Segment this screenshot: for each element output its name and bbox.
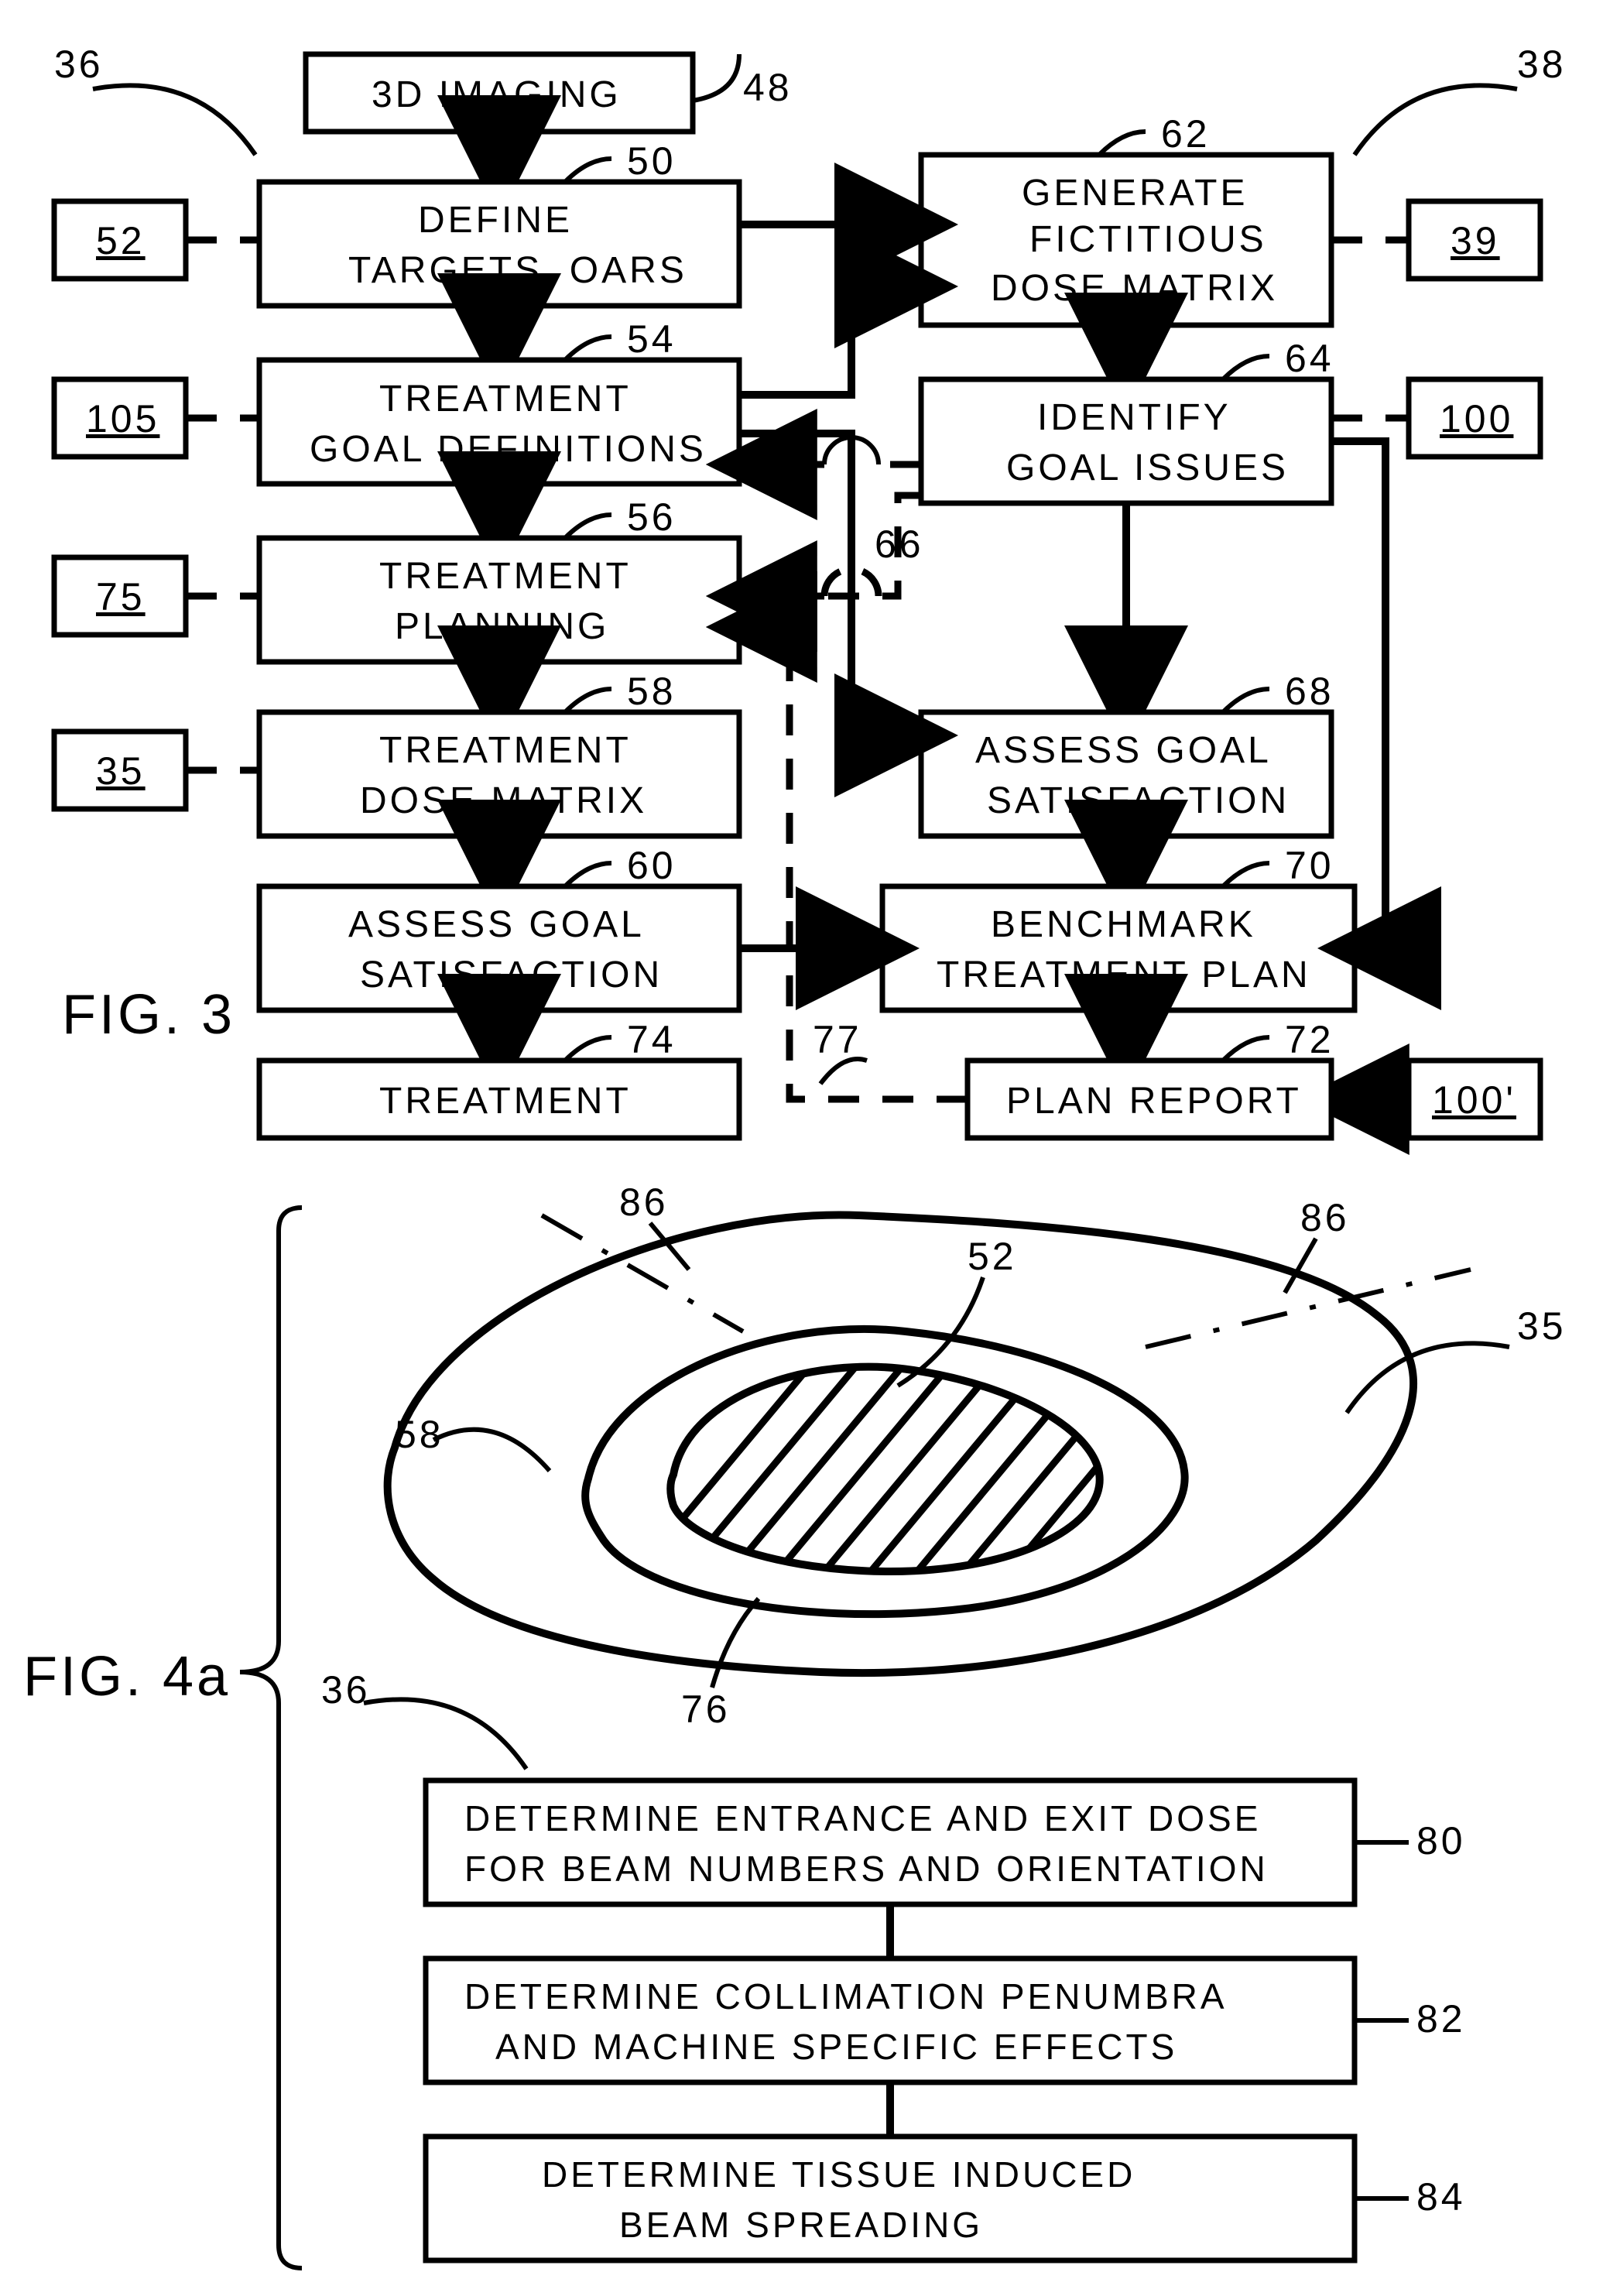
svg-text:TARGETS, OARS: TARGETS, OARS (348, 250, 687, 291)
ref-arrow-36 (93, 85, 255, 155)
num-66: 66 (875, 523, 924, 566)
num-72: 72 (1285, 1018, 1334, 1061)
svg-text:75: 75 (96, 575, 146, 619)
ref-38-label: 38 (1517, 43, 1567, 86)
svg-text:DETERMINE COLLIMATION PENUMBRA: DETERMINE COLLIMATION PENUMBRA (464, 1976, 1228, 2017)
arrow-64-70 (1331, 441, 1385, 948)
ref-100p-box: 100' (1409, 1061, 1540, 1138)
num-86a: 86 (619, 1181, 669, 1224)
ref-arrow-38 (1355, 85, 1517, 155)
svg-text:39: 39 (1451, 219, 1500, 262)
svg-text:DETERMINE ENTRANCE AND EXIT DO: DETERMINE ENTRANCE AND EXIT DOSE (464, 1798, 1261, 1839)
ref-39-box: 39 (1409, 201, 1540, 279)
svg-text:PLAN REPORT: PLAN REPORT (1006, 1081, 1302, 1122)
num-54: 54 (627, 317, 676, 361)
svg-text:FOR BEAM NUMBERS AND ORIENTAT: FOR BEAM NUMBERS AND ORIENTATION (464, 1849, 1269, 1889)
box-60: ASSESS GOAL SATISFACTION (259, 886, 739, 1010)
ref-75-box: 75 (54, 557, 186, 635)
arrow-54-62 (739, 286, 921, 395)
svg-text:52: 52 (96, 219, 146, 262)
svg-text:35: 35 (96, 749, 146, 793)
svg-text:BENCHMARK: BENCHMARK (991, 904, 1256, 945)
box-48: 3D IMAGING (306, 54, 693, 132)
fig4-label: FIG. 4a (23, 1646, 231, 1708)
svg-text:ASSESS GOAL: ASSESS GOAL (348, 904, 645, 945)
ref-35-box: 35 (54, 732, 186, 809)
box-64: IDENTIFY GOAL ISSUES (921, 379, 1331, 503)
svg-text:GENERATE: GENERATE (1022, 173, 1248, 214)
svg-text:TREATMENT PLAN: TREATMENT PLAN (937, 954, 1311, 996)
num-84: 84 (1416, 2175, 1466, 2219)
fig4-num-52: 52 (968, 1235, 1017, 1278)
box-74: TREATMENT (259, 1061, 739, 1138)
num-62: 62 (1161, 112, 1211, 156)
num-56: 56 (627, 495, 676, 539)
num-77: 77 (813, 1018, 862, 1061)
ref-36-label: 36 (54, 43, 104, 86)
svg-text:GOAL DEFINITIONS: GOAL DEFINITIONS (310, 429, 707, 470)
box-80: DETERMINE ENTRANCE AND EXIT DOSE FOR BEA… (426, 1780, 1355, 1904)
svg-text:BEAM SPREADING: BEAM SPREADING (619, 2205, 983, 2245)
ref-105-box: 105 (54, 379, 186, 457)
svg-text:SATISFACTION: SATISFACTION (987, 780, 1290, 821)
svg-text:100: 100 (1440, 397, 1513, 440)
num-50: 50 (627, 139, 676, 183)
box-50: DEFINE TARGETS, OARS (259, 182, 739, 306)
box-82: DETERMINE COLLIMATION PENUMBRA AND MACHI… (426, 1958, 1355, 2082)
num-86b: 86 (1300, 1196, 1350, 1239)
num-60: 60 (627, 844, 676, 887)
box-58: TREATMENT DOSE MATRIX (259, 712, 739, 836)
num-48: 48 (743, 66, 793, 109)
svg-text:TREATMENT: TREATMENT (379, 379, 632, 420)
svg-text:ASSESS GOAL: ASSESS GOAL (975, 730, 1272, 771)
num-70: 70 (1285, 844, 1334, 887)
box-70: BENCHMARK TREATMENT PLAN (882, 886, 1355, 1010)
box-54: TREATMENT GOAL DEFINITIONS (259, 360, 739, 484)
svg-text:DOSE MATRIX: DOSE MATRIX (360, 780, 647, 821)
fig4-drawing (388, 1215, 1471, 1673)
fig3-label: FIG. 3 (62, 984, 235, 1046)
fig4-num-36: 36 (321, 1668, 371, 1712)
num-58: 58 (627, 670, 676, 713)
svg-text:AND MACHINE SPECIFIC EFFECTS: AND MACHINE SPECIFIC EFFECTS (495, 2027, 1177, 2067)
svg-text:SATISFACTION: SATISFACTION (360, 954, 663, 996)
box-56: TREATMENT PLANNING (259, 538, 739, 662)
svg-text:DETERMINE TISSUE INDUCED: DETERMINE TISSUE INDUCED (542, 2154, 1135, 2195)
svg-text:TREATMENT: TREATMENT (379, 730, 632, 771)
num-74: 74 (627, 1018, 676, 1061)
svg-text:105: 105 (86, 397, 159, 440)
box-68: ASSESS GOAL SATISFACTION (921, 712, 1331, 836)
brace (240, 1208, 302, 2268)
num-80: 80 (1416, 1819, 1466, 1863)
fig4-num-35: 35 (1517, 1304, 1567, 1348)
svg-text:FICTITIOUS: FICTITIOUS (1029, 219, 1267, 260)
svg-text:TREATMENT: TREATMENT (379, 1081, 632, 1122)
box-84: DETERMINE TISSUE INDUCED BEAM SPREADING (426, 2137, 1355, 2260)
fig4-num-76: 76 (681, 1688, 731, 1731)
svg-text:100': 100' (1432, 1078, 1516, 1122)
num-64: 64 (1285, 337, 1334, 380)
num-82: 82 (1416, 1997, 1466, 2041)
box-62: GENERATE FICTITIOUS DOSE MATRIX (921, 155, 1331, 325)
svg-text:IDENTIFY: IDENTIFY (1037, 397, 1231, 438)
svg-text:3D IMAGING: 3D IMAGING (372, 74, 622, 115)
box-72: PLAN REPORT (968, 1061, 1331, 1138)
svg-text:PLANNING: PLANNING (395, 606, 609, 647)
svg-text:DOSE MATRIX: DOSE MATRIX (991, 268, 1278, 309)
svg-text:GOAL ISSUES: GOAL ISSUES (1006, 447, 1289, 488)
fig4-num-58: 58 (395, 1413, 444, 1456)
num-68: 68 (1285, 670, 1334, 713)
ref-52-box: 52 (54, 201, 186, 279)
svg-text:DEFINE: DEFINE (418, 200, 573, 241)
svg-text:TREATMENT: TREATMENT (379, 556, 632, 597)
ref-100-box: 100 (1409, 379, 1540, 457)
diagram-canvas: 36 38 52 105 75 35 39 100 100' 3D IMAGI (0, 0, 1603, 2296)
